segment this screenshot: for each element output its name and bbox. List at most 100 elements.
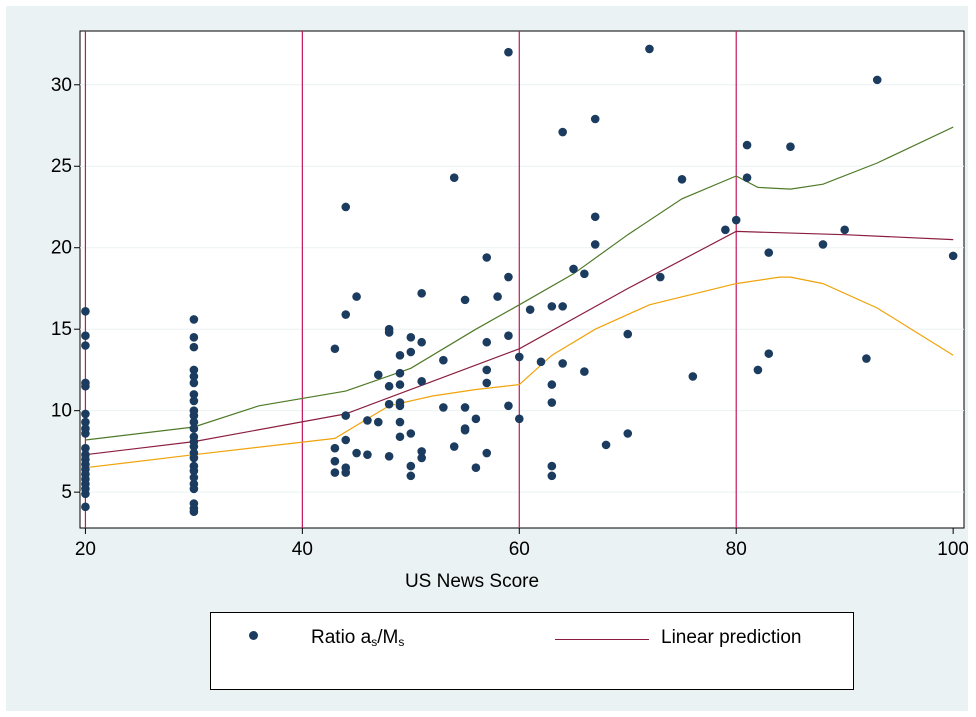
data-point-65: [384, 452, 394, 461]
data-point-47: [330, 456, 340, 466]
scatter-chart: 20 40 60 80 100 5 10 15 20 25 30 US News Score: [51, 30, 968, 592]
data-point-9: [81, 443, 90, 453]
data-point-30: [189, 417, 199, 427]
data-point-96: [482, 378, 492, 388]
data-point-76: [406, 461, 416, 471]
data-point-87: [460, 295, 470, 305]
x-tick-label-60: 60: [509, 539, 530, 560]
data-point-85: [449, 173, 459, 182]
data-point-5: [81, 409, 90, 419]
data-point-130: [742, 140, 752, 150]
data-point-80: [417, 377, 426, 386]
data-point-132: [753, 365, 763, 375]
data-point-34: [189, 442, 199, 451]
data-point-75: [406, 429, 416, 438]
plot-area: [79, 30, 965, 529]
data-point-111: [547, 471, 557, 481]
data-point-73: [406, 333, 416, 342]
data-point-103: [514, 352, 524, 362]
y-tick-label-5: 5: [61, 482, 72, 503]
lower-band-line: [85, 276, 954, 469]
data-point-98: [493, 292, 502, 301]
data-point-6: [81, 417, 90, 427]
data-point-62: [384, 328, 394, 337]
y-tick-label-25: 25: [51, 156, 72, 177]
data-point-67: [395, 368, 405, 378]
linear-prediction-line: [85, 230, 954, 456]
data-point-77: [406, 471, 416, 481]
legend-scatter-label: Ratio as/Ms: [311, 627, 405, 649]
data-point-20: [189, 315, 199, 324]
x-tick-label-80: 80: [726, 539, 747, 560]
data-point-23: [189, 365, 199, 375]
data-point-101: [504, 331, 513, 341]
upper-band-line: [85, 126, 954, 441]
x-tick-label-40: 40: [292, 539, 313, 560]
data-point-60: [373, 417, 383, 427]
data-point-26: [189, 390, 199, 399]
data-point-120: [590, 240, 600, 249]
x-axis: 20 40 60 80 100: [75, 528, 968, 560]
data-point-108: [547, 380, 557, 389]
data-point-122: [623, 329, 633, 339]
data-point-84: [439, 403, 448, 412]
data-point-27: [189, 396, 199, 406]
data-point-124: [645, 44, 654, 54]
data-point-138: [862, 354, 871, 363]
data-point-133: [764, 248, 774, 257]
legend-scatter-marker: [249, 631, 258, 640]
data-point-100: [504, 272, 513, 282]
data-point-1: [81, 331, 90, 341]
data-point-136: [818, 240, 828, 249]
data-point-118: [590, 114, 600, 124]
data-point-45: [330, 344, 340, 354]
data-point-51: [341, 411, 351, 420]
y-tick-label-15: 15: [51, 319, 72, 340]
data-point-54: [341, 468, 351, 477]
data-point-113: [558, 302, 567, 311]
data-point-102: [504, 401, 513, 411]
data-point-2: [81, 341, 90, 350]
y-tick-label-10: 10: [51, 401, 72, 422]
data-point-129: [731, 215, 741, 225]
data-point-58: [363, 450, 372, 459]
data-point-97: [482, 448, 492, 458]
data-point-21: [189, 333, 199, 342]
y-tick-label-20: 20: [51, 238, 72, 259]
data-point-64: [384, 399, 394, 409]
data-point-121: [601, 440, 611, 450]
y-axis: 5 10 15 20 25 30: [51, 75, 80, 503]
scatter-points: [81, 44, 958, 517]
data-point-116: [580, 269, 589, 279]
data-point-79: [417, 337, 426, 347]
data-point-57: [363, 416, 372, 425]
x-tick-label-20: 20: [75, 539, 96, 560]
data-point-94: [482, 337, 492, 347]
data-point-117: [580, 367, 589, 376]
data-point-41: [189, 484, 199, 494]
data-point-115: [569, 264, 578, 274]
data-point-71: [395, 417, 405, 427]
data-point-119: [590, 212, 600, 222]
data-point-109: [547, 398, 557, 407]
data-point-29: [189, 411, 199, 420]
data-point-91: [471, 414, 481, 424]
data-point-140: [948, 251, 958, 261]
data-point-81: [417, 447, 426, 456]
legend-prediction-swatch: [555, 639, 649, 640]
data-point-134: [764, 349, 774, 358]
data-point-88: [460, 403, 470, 412]
data-point-63: [384, 381, 394, 391]
data-point-78: [417, 289, 426, 298]
data-point-66: [395, 350, 405, 360]
data-point-4: [81, 381, 90, 391]
data-point-114: [558, 359, 567, 368]
data-point-72: [395, 432, 405, 442]
data-point-39: [189, 473, 199, 482]
chart-frame: 20 40 60 80 100 5 10 15 20 25 30 US News Score Ra…: [6, 6, 968, 711]
x-axis-title: US News Score: [405, 571, 539, 592]
data-point-137: [840, 225, 849, 235]
data-point-8: [81, 429, 90, 438]
data-point-24: [189, 372, 199, 381]
data-point-74: [406, 347, 416, 357]
